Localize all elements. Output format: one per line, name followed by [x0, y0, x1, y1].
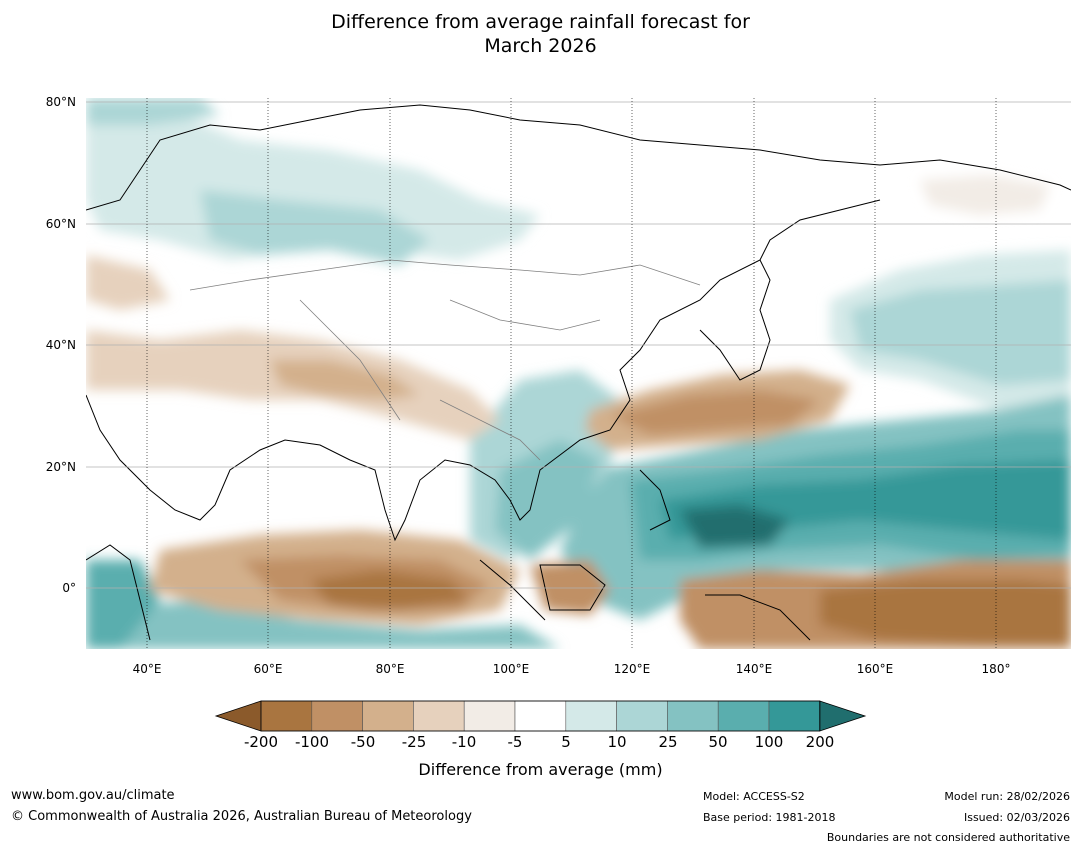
rainfall-map	[86, 98, 1071, 649]
title-line-1: Difference from average rainfall forecas…	[331, 11, 750, 33]
colorbar-segment	[565, 700, 617, 732]
colorbar-segment	[667, 700, 719, 732]
lon-label-140e: 140°E	[735, 662, 773, 676]
colorbar-tick: -50	[350, 733, 376, 751]
colorbar-extend-low	[214, 700, 262, 732]
colorbar-segment	[413, 700, 465, 732]
title-line-2: March 2026	[484, 35, 597, 57]
colorbar-tick: 5	[561, 733, 571, 751]
gridlines	[86, 98, 1071, 649]
lon-label-120e: 120°E	[613, 662, 651, 676]
lat-label-40n: 40°N	[45, 338, 76, 352]
colorbar-segment	[463, 700, 516, 732]
colorbar-tick: 200	[805, 733, 835, 751]
lon-label-60e: 60°E	[253, 662, 283, 676]
colorbar-segment	[260, 700, 313, 732]
model-run-text: Model run: 28/02/2026	[944, 790, 1070, 803]
colorbar-tick: 100	[754, 733, 784, 751]
colorbar-tick: -100	[294, 733, 330, 751]
lon-label-100e: 100°E	[492, 662, 530, 676]
colorbar-tick: -25	[401, 733, 427, 751]
colorbar-segment	[616, 700, 668, 732]
colorbar-tick: -5	[507, 733, 523, 751]
colorbar-tick: -200	[243, 733, 279, 751]
lon-label-80e: 80°E	[375, 662, 405, 676]
lon-label-180: 180°	[981, 662, 1011, 676]
lat-label-80n: 80°N	[45, 95, 76, 109]
colorbar-tick: -10	[451, 733, 477, 751]
colorbar-segment	[514, 700, 567, 732]
lon-label-40e: 40°E	[132, 662, 162, 676]
colorbar-tick: 10	[607, 733, 627, 751]
lat-label-0: 0°	[62, 581, 76, 595]
map-area	[86, 98, 1071, 649]
lon-label-160e: 160°E	[856, 662, 894, 676]
colorbar-extend-high	[819, 700, 867, 732]
colorbar-border	[260, 700, 821, 732]
colorbar-tick: 25	[658, 733, 678, 751]
lat-label-20n: 20°N	[45, 460, 76, 474]
coastlines	[86, 104, 1071, 641]
colorbar-segment	[768, 700, 821, 732]
map-title: Difference from average rainfall forecas…	[0, 10, 1081, 58]
country-boundaries	[189, 259, 701, 461]
anomaly-shading	[86, 98, 1071, 649]
colorbar-label: Difference from average (mm)	[418, 760, 663, 779]
model-text: Model: ACCESS-S2	[703, 790, 805, 803]
lat-label-60n: 60°N	[45, 217, 76, 231]
base-period-text: Base period: 1981-2018	[703, 811, 836, 824]
copyright-text: © Commonwealth of Australia 2026, Austra…	[11, 809, 472, 824]
colorbar-segment	[311, 700, 363, 732]
colorbar-segment	[717, 700, 770, 732]
colorbar-segment	[362, 700, 414, 732]
disclaimer-text: Boundaries are not considered authoritat…	[826, 831, 1070, 844]
website-link[interactable]: www.bom.gov.au/climate	[11, 788, 175, 803]
colorbar-tick: 50	[708, 733, 728, 751]
issued-text: Issued: 02/03/2026	[963, 811, 1070, 824]
